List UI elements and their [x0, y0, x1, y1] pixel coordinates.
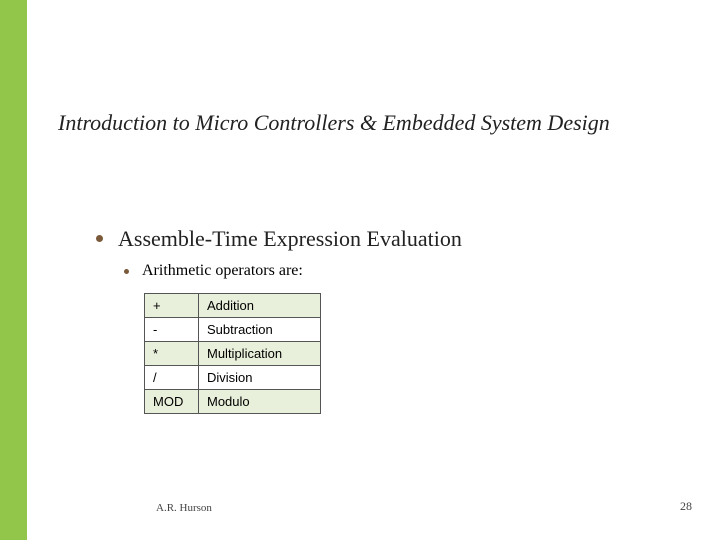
operator-name: Division [199, 366, 321, 390]
table-row: -Subtraction [145, 318, 321, 342]
operator-name: Addition [199, 294, 321, 318]
operator-symbol: MOD [145, 390, 199, 414]
operator-name: Modulo [199, 390, 321, 414]
operator-name: Subtraction [199, 318, 321, 342]
operator-symbol: + [145, 294, 199, 318]
bullet-level2: Arithmetic operators are: [124, 262, 303, 280]
slide-title: Introduction to Micro Controllers & Embe… [58, 110, 610, 136]
bullet-dot-icon [96, 235, 103, 242]
operator-symbol: - [145, 318, 199, 342]
operator-symbol: * [145, 342, 199, 366]
bullet-level1-text: Assemble-Time Expression Evaluation [118, 226, 462, 251]
operator-symbol: / [145, 366, 199, 390]
table-row: +Addition [145, 294, 321, 318]
operator-name: Multiplication [199, 342, 321, 366]
footer-page-number: 28 [680, 499, 692, 514]
footer-author: A.R. Hurson [156, 502, 212, 514]
bullet-dot-icon [124, 269, 129, 274]
bullet-level1: Assemble-Time Expression Evaluation [96, 226, 462, 252]
operators-table: +Addition-Subtraction*Multiplication/Div… [144, 293, 321, 414]
table-row: /Division [145, 366, 321, 390]
table-row: *Multiplication [145, 342, 321, 366]
table-row: MODModulo [145, 390, 321, 414]
bullet-level2-text: Arithmetic operators are: [142, 262, 303, 279]
